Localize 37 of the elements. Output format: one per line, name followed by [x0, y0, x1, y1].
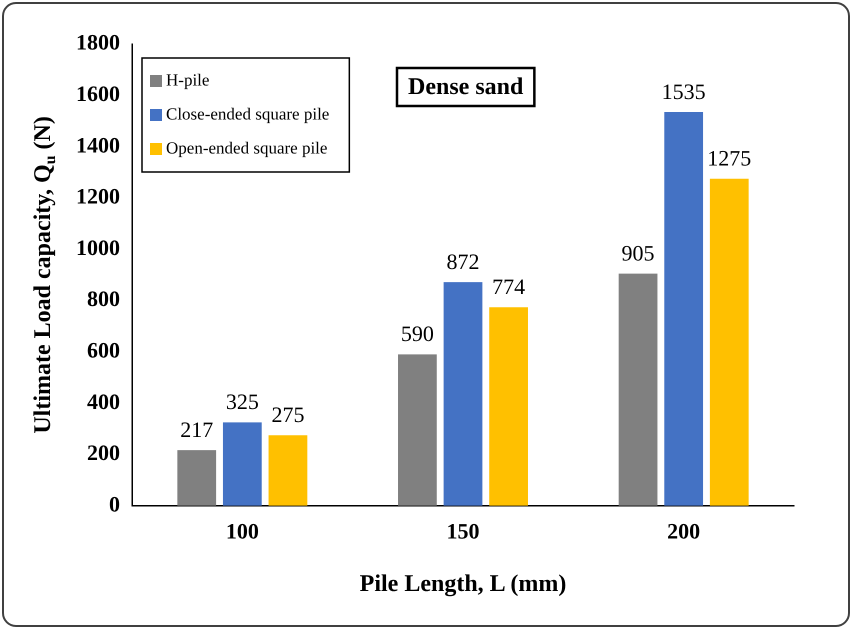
bar — [268, 435, 308, 506]
data-label: 1275 — [707, 145, 752, 170]
data-label: 1535 — [662, 78, 706, 104]
annotation: Dense sand — [408, 74, 524, 100]
y-tick-label: 1800 — [76, 30, 120, 55]
legend-label: Open-ended square pile — [166, 138, 328, 158]
data-label: 872 — [446, 248, 480, 274]
y-tick-label: 200 — [87, 440, 120, 466]
bar — [618, 274, 658, 506]
data-label: 275 — [271, 402, 304, 428]
y-tick-label: 800 — [87, 286, 120, 312]
data-label: 774 — [492, 274, 526, 300]
x-tick-label: 100 — [226, 518, 259, 544]
data-label: 217 — [180, 416, 214, 442]
bar — [444, 282, 482, 506]
bar — [710, 178, 749, 506]
y-tick-label: 400 — [87, 388, 120, 414]
x-axis-title: Pile Length, L (mm) — [360, 570, 566, 597]
y-tick-label: 1400 — [76, 132, 120, 158]
x-tick-label: 150 — [446, 518, 480, 544]
y-tick-label: 1000 — [76, 234, 120, 260]
bar — [664, 112, 704, 506]
y-tick-label: 1600 — [76, 81, 120, 106]
bar — [222, 422, 262, 506]
y-axis-title: Ultimate Load capacity, Qu (N) — [30, 116, 60, 434]
bar — [398, 354, 437, 506]
data-label: 590 — [400, 321, 434, 346]
x-tick-label: 200 — [667, 518, 700, 544]
legend-label: Close-ended square pile — [166, 104, 330, 124]
data-label: 325 — [226, 389, 259, 414]
data-label: 905 — [622, 240, 655, 266]
y-tick-label: 0 — [109, 491, 120, 516]
legend-label: H-pile — [166, 70, 210, 90]
y-tick-label: 1200 — [76, 184, 120, 209]
bar — [489, 307, 528, 506]
y-tick-label: 600 — [87, 338, 120, 363]
bar — [177, 450, 216, 506]
